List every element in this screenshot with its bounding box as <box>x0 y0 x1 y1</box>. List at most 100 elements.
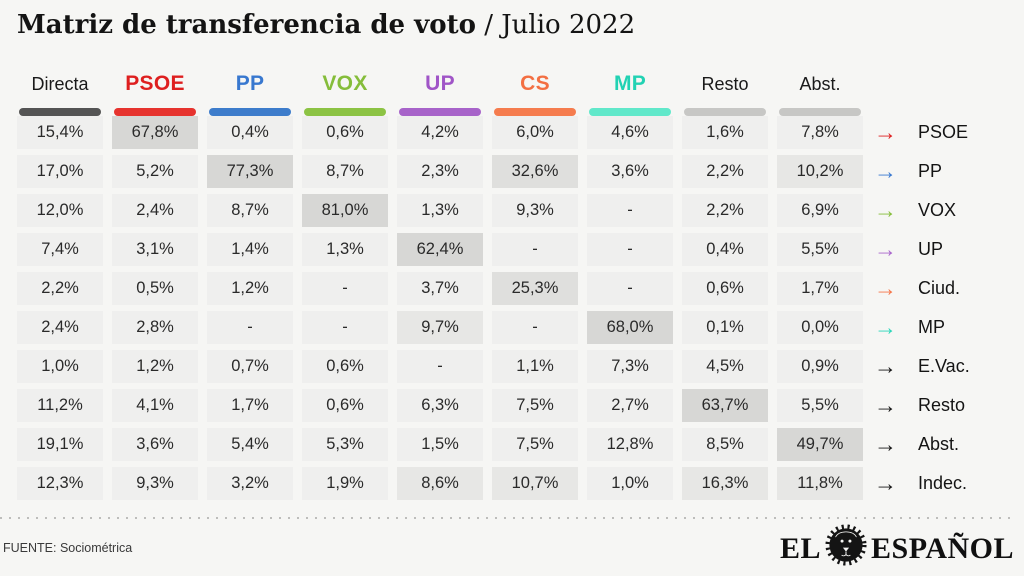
cell-resto-resto: 63,7% <box>682 389 768 422</box>
cell-vox-abst: 6,9% <box>777 194 863 227</box>
cell-psoe-mp: 4,6% <box>587 116 673 149</box>
cell-indec-pp: 3,2% <box>207 467 293 500</box>
cell-mp-psoe: 2,8% <box>112 311 198 344</box>
cell-mp-abst: 0,0% <box>777 311 863 344</box>
row-legend: → PSOE → PP → VOX → UP → Ciud. → MP → E.Vac. → Resto → Ab… <box>866 116 970 506</box>
legend-label-ciud: Ciud. <box>918 278 961 298</box>
arrow-right-icon: → <box>874 236 897 262</box>
cell-vox-pp: 8,7% <box>207 194 293 227</box>
column-headers-row: Directa PSOE PP VOX UP CS MP Resto Abst. <box>17 66 863 102</box>
cell-indec-vox: 1,9% <box>302 467 388 500</box>
cell-e-vac-cs: 1,1% <box>492 350 578 383</box>
cell-e-vac-mp: 7,3% <box>587 350 673 383</box>
column-bar-slot-abst <box>777 108 863 116</box>
cell-psoe-vox: 0,6% <box>302 116 388 149</box>
legend-label-resto: Resto <box>918 395 966 415</box>
lion-icon <box>825 524 867 574</box>
legend-item-up: → UP <box>866 233 970 266</box>
matrix-grid: 15,4% 67,8% 0,4% 0,6% 4,2% 6,0% 4,6% 1,6% 7,8% 17… <box>17 116 863 500</box>
cell-psoe-cs: 6,0% <box>492 116 578 149</box>
cell-pp-up: 2,3% <box>397 155 483 188</box>
cell-e-vac-directa: 1,0% <box>17 350 103 383</box>
legend-label-psoe: PSOE <box>918 122 969 142</box>
cell-up-cs: - <box>492 233 578 266</box>
column-bar-slot-up <box>397 108 483 116</box>
column-header-pp: PP <box>235 72 265 95</box>
cell-up-up: 62,4% <box>397 233 483 266</box>
arrow-right-icon: → <box>874 314 897 340</box>
cell-pp-abst: 10,2% <box>777 155 863 188</box>
column-bar-psoe <box>114 108 196 116</box>
cell-indec-up: 8,6% <box>397 467 483 500</box>
cell-resto-abst: 5,5% <box>777 389 863 422</box>
page-title-date: / Julio 2022 <box>475 10 636 40</box>
cell-psoe-abst: 7,8% <box>777 116 863 149</box>
column-bar-slot-psoe <box>112 108 198 116</box>
column-header-resto: Resto <box>701 73 749 94</box>
cell-abst-pp: 5,4% <box>207 428 293 461</box>
dotted-divider <box>0 517 1014 519</box>
cell-resto-vox: 0,6% <box>302 389 388 422</box>
cell-ciud-directa: 2,2% <box>17 272 103 305</box>
cell-e-vac-up: - <box>397 350 483 383</box>
arrow-right-icon: → <box>874 470 897 496</box>
legend-item-mp: → MP <box>866 311 970 344</box>
cell-pp-cs: 32,6% <box>492 155 578 188</box>
column-bar-slot-cs <box>492 108 578 116</box>
cell-up-vox: 1,3% <box>302 233 388 266</box>
cell-resto-psoe: 4,1% <box>112 389 198 422</box>
column-header-up: UP <box>425 72 455 95</box>
cell-up-psoe: 3,1% <box>112 233 198 266</box>
cell-abst-mp: 12,8% <box>587 428 673 461</box>
cell-ciud-resto: 0,6% <box>682 272 768 305</box>
cell-pp-resto: 2,2% <box>682 155 768 188</box>
column-header-directa: Directa <box>31 73 89 94</box>
cell-pp-pp: 77,3% <box>207 155 293 188</box>
cell-indec-mp: 1,0% <box>587 467 673 500</box>
cell-ciud-up: 3,7% <box>397 272 483 305</box>
arrow-right-icon: → <box>874 431 897 457</box>
cell-up-directa: 7,4% <box>17 233 103 266</box>
cell-psoe-resto: 1,6% <box>682 116 768 149</box>
cell-ciud-abst: 1,7% <box>777 272 863 305</box>
cell-vox-vox: 81,0% <box>302 194 388 227</box>
column-bar-directa <box>19 108 101 116</box>
cell-ciud-pp: 1,2% <box>207 272 293 305</box>
logo-text-espanol: ESPAÑOL <box>871 532 1014 565</box>
cell-resto-cs: 7,5% <box>492 389 578 422</box>
cell-e-vac-abst: 0,9% <box>777 350 863 383</box>
arrow-right-icon: → <box>874 353 897 379</box>
legend-item-pp: → PP <box>866 155 970 188</box>
cell-indec-resto: 16,3% <box>682 467 768 500</box>
column-bar-slot-mp <box>587 108 673 116</box>
cell-abst-abst: 49,7% <box>777 428 863 461</box>
legend-item-psoe: → PSOE <box>866 116 970 149</box>
cell-e-vac-vox: 0,6% <box>302 350 388 383</box>
cell-abst-up: 1,5% <box>397 428 483 461</box>
arrow-right-icon: → <box>874 158 897 184</box>
cell-up-abst: 5,5% <box>777 233 863 266</box>
column-header-cs: CS <box>520 72 550 95</box>
arrow-right-icon: → <box>874 392 897 418</box>
column-bar-slot-pp <box>207 108 293 116</box>
cell-resto-mp: 2,7% <box>587 389 673 422</box>
cell-abst-vox: 5,3% <box>302 428 388 461</box>
cell-vox-psoe: 2,4% <box>112 194 198 227</box>
cell-e-vac-pp: 0,7% <box>207 350 293 383</box>
legend-item-abst: → Abst. <box>866 428 970 461</box>
cell-mp-pp: - <box>207 311 293 344</box>
legend-label-abst: Abst. <box>918 434 960 454</box>
column-bar-cs <box>494 108 576 116</box>
cell-mp-directa: 2,4% <box>17 311 103 344</box>
column-header-abst: Abst. <box>799 73 841 94</box>
cell-abst-directa: 19,1% <box>17 428 103 461</box>
cell-e-vac-resto: 4,5% <box>682 350 768 383</box>
cell-indec-cs: 10,7% <box>492 467 578 500</box>
legend-item-vox: → VOX <box>866 194 970 227</box>
cell-up-pp: 1,4% <box>207 233 293 266</box>
page-title-main: Matriz de transferencia de voto <box>17 10 476 40</box>
cell-mp-mp: 68,0% <box>587 311 673 344</box>
column-bar-abst <box>779 108 861 116</box>
cell-mp-resto: 0,1% <box>682 311 768 344</box>
